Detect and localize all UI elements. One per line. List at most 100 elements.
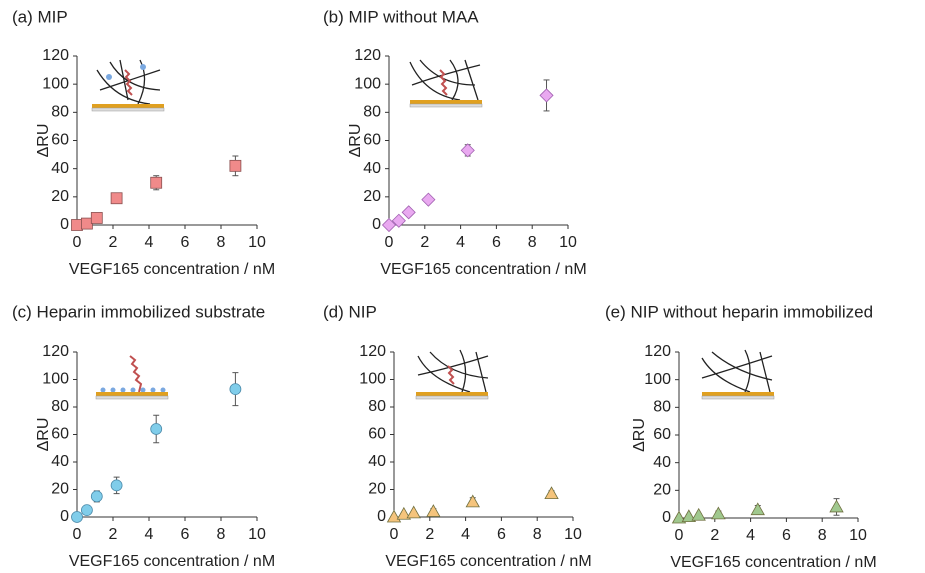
x-tick-label: 8 — [217, 234, 226, 251]
y-tick-label: 0 — [662, 509, 671, 526]
y-tick-label: 100 — [42, 75, 69, 92]
y-tick-label: 100 — [644, 371, 671, 388]
marker — [544, 486, 559, 500]
panel-title: (e) NIP without heparin immobilized — [605, 302, 873, 321]
x-axis-label: VEGF165 concentration / nM — [69, 261, 275, 278]
marker — [90, 490, 103, 503]
x-tick-label: 10 — [564, 526, 582, 543]
x-axis-label: VEGF165 concentration / nM — [69, 553, 275, 570]
y-tick-label: 80 — [368, 398, 386, 415]
y-tick-label: 0 — [377, 508, 386, 525]
marker — [71, 511, 83, 523]
y-tick-label: 100 — [354, 75, 381, 92]
marker — [681, 509, 697, 523]
x-axis-label: VEGF165 concentration / nM — [385, 553, 591, 570]
x-tick-label: 6 — [492, 234, 501, 251]
x-tick-label: 8 — [528, 234, 537, 251]
y-tick-label: 60 — [653, 426, 671, 443]
x-tick-label: 10 — [248, 526, 266, 543]
x-tick-label: 6 — [181, 234, 190, 251]
y-tick-label: 60 — [51, 426, 69, 443]
x-tick-label: 10 — [248, 234, 266, 251]
marker — [150, 423, 163, 435]
inset-e — [701, 349, 775, 400]
y-tick-label: 20 — [363, 188, 381, 205]
marker — [539, 88, 554, 103]
marker — [829, 499, 844, 513]
y-tick-label: 100 — [42, 371, 69, 388]
x-tick-label: 6 — [782, 527, 791, 544]
y-tick-label: 20 — [51, 481, 69, 498]
y-tick-label: 0 — [60, 508, 69, 525]
panel-title: (d) NIP — [323, 302, 377, 321]
x-tick-label: 6 — [497, 526, 506, 543]
x-tick-label: 8 — [818, 527, 827, 544]
x-tick-label: 2 — [710, 527, 719, 544]
inset-c — [95, 355, 169, 400]
y-tick-label: 120 — [42, 47, 69, 64]
x-tick-label: 10 — [559, 234, 577, 251]
marker — [671, 510, 687, 524]
marker — [396, 506, 412, 520]
x-axis-label: VEGF165 concentration / nM — [380, 261, 586, 278]
marker — [110, 192, 123, 205]
marker — [460, 143, 475, 158]
y-tick-label: 20 — [368, 481, 386, 498]
x-tick-label: 10 — [849, 527, 867, 544]
x-tick-label: 2 — [109, 234, 118, 251]
y-tick-label: 40 — [653, 454, 671, 471]
marker — [465, 494, 480, 508]
marker — [229, 159, 242, 172]
y-tick-label: 120 — [359, 343, 386, 360]
marker — [81, 504, 93, 517]
marker — [391, 213, 406, 228]
marker — [71, 219, 83, 231]
inset-b — [409, 59, 483, 108]
marker — [90, 212, 103, 224]
y-tick-label: 60 — [368, 426, 386, 443]
y-axis-label: ΔRU — [347, 124, 364, 158]
inset-a — [91, 59, 165, 112]
y-tick-label: 80 — [653, 399, 671, 416]
y-tick-label: 120 — [644, 343, 671, 360]
y-tick-label: 40 — [368, 453, 386, 470]
y-tick-label: 80 — [363, 104, 381, 121]
marker — [381, 217, 397, 233]
x-tick-label: 2 — [109, 526, 118, 543]
y-tick-label: 20 — [653, 482, 671, 499]
y-tick-label: 120 — [42, 343, 69, 360]
marker — [401, 205, 416, 220]
marker — [110, 479, 123, 492]
x-tick-label: 0 — [73, 234, 82, 251]
x-tick-label: 4 — [461, 526, 470, 543]
x-tick-label: 4 — [456, 234, 465, 251]
marker — [750, 502, 765, 516]
marker — [426, 504, 441, 517]
x-tick-label: 8 — [533, 526, 542, 543]
y-axis-label: ΔRU — [631, 418, 648, 452]
marker — [81, 217, 93, 230]
marker — [421, 192, 436, 207]
y-tick-label: 40 — [51, 160, 69, 177]
marker — [711, 506, 726, 520]
x-tick-label: 0 — [390, 526, 399, 543]
x-tick-label: 0 — [385, 234, 394, 251]
marker — [229, 383, 242, 396]
x-tick-label: 6 — [181, 526, 190, 543]
x-tick-label: 4 — [145, 234, 154, 251]
x-tick-label: 2 — [425, 526, 434, 543]
y-tick-label: 100 — [359, 371, 386, 388]
y-tick-label: 60 — [363, 132, 381, 149]
marker — [150, 176, 163, 189]
x-tick-label: 4 — [145, 526, 154, 543]
y-tick-label: 0 — [372, 216, 381, 233]
y-tick-label: 20 — [51, 188, 69, 205]
y-tick-label: 80 — [51, 104, 69, 121]
x-tick-label: 2 — [420, 234, 429, 251]
y-tick-label: 80 — [51, 398, 69, 415]
y-axis-label: ΔRU — [35, 124, 52, 158]
y-axis-label: ΔRU — [35, 418, 52, 452]
panel-title: (c) Heparin immobilized substrate — [12, 302, 265, 321]
x-tick-label: 8 — [217, 526, 226, 543]
